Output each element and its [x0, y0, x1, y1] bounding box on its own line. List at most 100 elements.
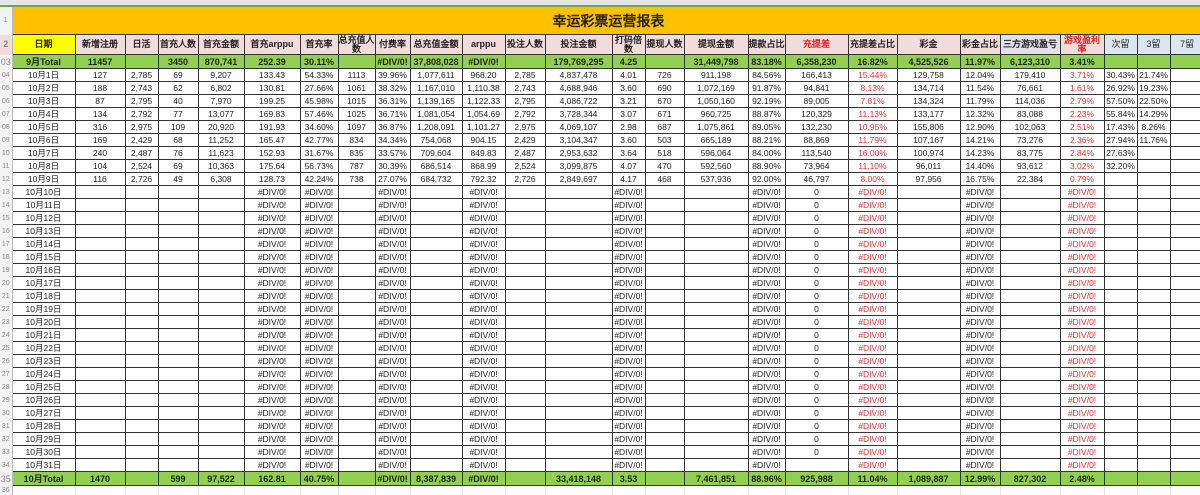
cell-third-party-pnl[interactable] — [1000, 225, 1060, 238]
cell-turnover-multiple[interactable]: 3.21 — [612, 95, 645, 108]
cell-turnover-multiple[interactable]: #DIV/0! — [612, 290, 645, 303]
cell-bonus-ratio[interactable]: #DIV/0! — [960, 446, 1000, 459]
cell-withdraw-amount[interactable]: 1,050,160 — [684, 95, 748, 108]
cell-withdraw-users[interactable] — [645, 459, 684, 472]
cell-diff-ratio[interactable]: #DIV/0! — [848, 329, 897, 342]
cell-first-pay-amount[interactable] — [198, 381, 244, 394]
cell-first-arppu[interactable]: #DIV/0! — [244, 355, 300, 368]
cell-first-pay-amount[interactable] — [198, 355, 244, 368]
cell-pay-rate[interactable]: 38.32% — [375, 82, 410, 95]
cell-new-reg[interactable] — [75, 238, 125, 251]
cell-date[interactable]: 10月20日 — [12, 316, 75, 329]
cell-first-arppu[interactable]: #DIV/0! — [244, 277, 300, 290]
cell-total-pay-users[interactable] — [338, 290, 375, 303]
cell-first-pay-rate[interactable]: #DIV/0! — [300, 251, 338, 264]
cell-diff-ratio[interactable]: #DIV/0! — [848, 459, 897, 472]
cell-deposit-withdraw-diff[interactable]: 0 — [785, 251, 848, 264]
cell-arppu[interactable]: #DIV/0! — [462, 277, 505, 290]
cell-first-pay-amount[interactable] — [198, 407, 244, 420]
cell-bonus[interactable] — [897, 459, 960, 472]
cell-deposit-withdraw-diff[interactable]: 120,329 — [785, 108, 848, 121]
cell-dau[interactable] — [125, 407, 158, 420]
cell-day3-retention[interactable] — [1137, 147, 1170, 160]
cell-withdraw-users[interactable] — [645, 407, 684, 420]
cell-bonus[interactable] — [897, 290, 960, 303]
cell-bonus[interactable] — [897, 420, 960, 433]
cell-arppu[interactable]: #DIV/0! — [462, 186, 505, 199]
cell-first-pay-amount[interactable] — [198, 394, 244, 407]
cell-day1-retention[interactable] — [1104, 316, 1137, 329]
cell-bonus-ratio[interactable]: 12.90% — [960, 121, 1000, 134]
cell-arppu[interactable]: 1,101.27 — [462, 121, 505, 134]
cell-day7-retention[interactable] — [1170, 251, 1200, 264]
cell-total-pay-amount[interactable] — [410, 329, 462, 342]
cell-withdraw-ratio[interactable]: 83.18% — [748, 55, 785, 69]
cell-total-pay-amount[interactable]: 8,387,839 — [410, 472, 462, 486]
cell-total-pay-users[interactable] — [338, 186, 375, 199]
cell-bonus-ratio[interactable]: #DIV/0! — [960, 381, 1000, 394]
cell-first-pay-users[interactable] — [158, 290, 198, 303]
cell-day1-retention[interactable]: 27.63% — [1104, 147, 1137, 160]
cell-turnover-multiple[interactable]: #DIV/0! — [612, 420, 645, 433]
cell-turnover-multiple[interactable]: 4.25 — [612, 55, 645, 69]
cell-withdraw-amount[interactable] — [684, 459, 748, 472]
cell-day3-retention[interactable] — [1137, 160, 1170, 173]
cell-total-pay-amount[interactable]: 1,139,165 — [410, 95, 462, 108]
cell-withdraw-amount[interactable] — [684, 329, 748, 342]
cell-total-pay-users[interactable] — [338, 472, 375, 486]
cell-withdraw-users[interactable] — [645, 394, 684, 407]
cell-bet-users[interactable] — [505, 446, 545, 459]
cell-first-arppu[interactable]: #DIV/0! — [244, 407, 300, 420]
cell-day1-retention[interactable] — [1104, 225, 1137, 238]
cell-first-pay-rate[interactable]: #DIV/0! — [300, 407, 338, 420]
cell-new-reg[interactable] — [75, 446, 125, 459]
cell-bonus-ratio[interactable]: #DIV/0! — [960, 212, 1000, 225]
cell-date[interactable]: 10月14日 — [12, 238, 75, 251]
cell-withdraw-ratio[interactable]: #DIV/0! — [748, 290, 785, 303]
cell-withdraw-ratio[interactable]: #DIV/0! — [748, 329, 785, 342]
cell-first-pay-rate[interactable]: 42.77% — [300, 134, 338, 147]
cell-day7-retention[interactable] — [1170, 160, 1200, 173]
cell-first-pay-users[interactable] — [158, 303, 198, 316]
cell-diff-ratio[interactable]: #DIV/0! — [848, 446, 897, 459]
cell-new-reg[interactable]: 188 — [75, 82, 125, 95]
cell-deposit-withdraw-diff[interactable] — [785, 459, 848, 472]
cell-turnover-multiple[interactable]: #DIV/0! — [612, 212, 645, 225]
cell-date[interactable]: 10月1日 — [12, 69, 75, 82]
cell-bonus-ratio[interactable]: #DIV/0! — [960, 316, 1000, 329]
cell-third-party-pnl[interactable]: 179,410 — [1000, 69, 1060, 82]
cell-new-reg[interactable]: 127 — [75, 69, 125, 82]
cell-bet-amount[interactable]: 3,728,344 — [545, 108, 612, 121]
cell-third-party-pnl[interactable] — [1000, 303, 1060, 316]
cell-bet-users[interactable]: 2,726 — [505, 173, 545, 186]
cell-withdraw-users[interactable] — [645, 290, 684, 303]
cell-first-pay-amount[interactable] — [198, 446, 244, 459]
cell-bet-users[interactable] — [505, 329, 545, 342]
cell-deposit-withdraw-diff[interactable]: 0 — [785, 199, 848, 212]
cell-day3-retention[interactable] — [1137, 277, 1170, 290]
cell-pay-rate[interactable]: #DIV/0! — [375, 264, 410, 277]
cell-arppu[interactable]: #DIV/0! — [462, 329, 505, 342]
cell-day3-retention[interactable] — [1137, 212, 1170, 225]
cell-pay-rate[interactable]: #DIV/0! — [375, 290, 410, 303]
cell-third-party-pnl[interactable] — [1000, 459, 1060, 472]
cell-first-pay-rate[interactable]: #DIV/0! — [300, 290, 338, 303]
cell-third-party-pnl[interactable]: 83,088 — [1000, 108, 1060, 121]
cell-bonus[interactable]: 134,324 — [897, 95, 960, 108]
cell-turnover-multiple[interactable]: 4.07 — [612, 160, 645, 173]
cell-first-arppu[interactable]: 130.81 — [244, 82, 300, 95]
cell-withdraw-ratio[interactable]: 91.87% — [748, 82, 785, 95]
cell-game-profit-rate[interactable]: #DIV/0! — [1060, 394, 1104, 407]
cell-first-pay-rate[interactable]: #DIV/0! — [300, 186, 338, 199]
cell-first-arppu[interactable]: #DIV/0! — [244, 303, 300, 316]
cell-day3-retention[interactable]: 22.50% — [1137, 95, 1170, 108]
cell-dau[interactable] — [125, 212, 158, 225]
cell-new-reg[interactable] — [75, 342, 125, 355]
cell-first-pay-rate[interactable]: 57.46% — [300, 108, 338, 121]
cell-withdraw-amount[interactable] — [684, 446, 748, 459]
cell-first-arppu[interactable]: #DIV/0! — [244, 251, 300, 264]
cell-pay-rate[interactable]: #DIV/0! — [375, 433, 410, 446]
cell-pay-rate[interactable]: #DIV/0! — [375, 186, 410, 199]
cell-arppu[interactable]: #DIV/0! — [462, 446, 505, 459]
cell-first-pay-amount[interactable]: 6,308 — [198, 173, 244, 186]
